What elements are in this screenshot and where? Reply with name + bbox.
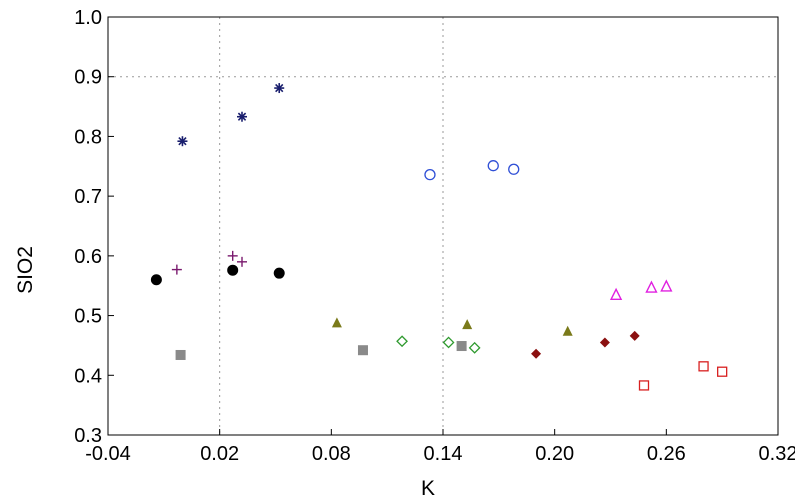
y-tick-label: 0.4 bbox=[74, 365, 102, 387]
data-point-plus-0 bbox=[171, 264, 182, 275]
y-tick-label: 0.8 bbox=[74, 126, 102, 148]
grid-layer bbox=[108, 17, 778, 435]
data-point-plus-1 bbox=[227, 250, 238, 261]
x-tick-label: 0.14 bbox=[424, 443, 463, 465]
y-tick-label: 0.9 bbox=[74, 67, 102, 89]
data-point-diamond-open-1 bbox=[442, 336, 455, 349]
y-axis-label: SIO2 bbox=[14, 246, 37, 294]
data-point-square-filled-2 bbox=[456, 341, 467, 352]
data-point-circle-filled-2 bbox=[273, 267, 285, 279]
data-point-triangle-filled-2 bbox=[562, 325, 573, 336]
data-point-diamond-filled-0 bbox=[531, 348, 542, 359]
data-point-circle-filled-0 bbox=[150, 274, 162, 286]
x-tick-label: -0.04 bbox=[85, 443, 131, 465]
ticks-layer: -0.04 0.02 0.08 0.14 0.20 0.26 0.32 0.3 0.4 0.5 0.… bbox=[74, 7, 795, 465]
data-point-diamond-open-0 bbox=[396, 335, 408, 348]
data-point-asterisk-2 bbox=[274, 83, 285, 94]
data-point-triangle-open-2 bbox=[660, 279, 673, 292]
data-point-circle-open-0 bbox=[424, 168, 436, 181]
y-tick-label: 0.5 bbox=[74, 306, 102, 328]
data-point-triangle-open-0 bbox=[609, 287, 623, 300]
x-tick-label: 0.02 bbox=[200, 443, 239, 465]
data-point-triangle-open-1 bbox=[645, 280, 658, 293]
data-point-asterisk-1 bbox=[237, 111, 247, 122]
data-point-circle-open-2 bbox=[508, 163, 520, 175]
data-point-square-filled-1 bbox=[357, 345, 368, 356]
x-tick-label: 0.08 bbox=[312, 443, 351, 465]
y-tick-label: 0.6 bbox=[74, 246, 102, 268]
data-point-square-open-1 bbox=[698, 361, 709, 372]
data-point-diamond-filled-1 bbox=[599, 337, 610, 348]
data-point-square-open-0 bbox=[638, 380, 650, 391]
y-tick-label: 1.0 bbox=[74, 7, 102, 29]
data-point-asterisk-0 bbox=[177, 136, 188, 147]
points-layer bbox=[150, 83, 728, 391]
x-tick-label: 0.26 bbox=[647, 443, 686, 465]
data-point-triangle-filled-0 bbox=[331, 317, 342, 328]
data-point-square-open-2 bbox=[717, 366, 728, 377]
data-point-square-filled-0 bbox=[175, 349, 186, 360]
data-point-triangle-filled-1 bbox=[462, 319, 473, 330]
data-point-plus-2 bbox=[237, 256, 247, 267]
y-tick-label: 0.3 bbox=[74, 425, 102, 447]
data-point-circle-open-1 bbox=[487, 160, 499, 172]
x-tick-label: 0.20 bbox=[535, 443, 574, 465]
x-axis-label: K bbox=[421, 477, 435, 500]
x-tick-label: 0.32 bbox=[759, 443, 795, 465]
data-point-circle-filled-1 bbox=[227, 264, 239, 276]
y-tick-label: 0.7 bbox=[74, 186, 102, 208]
data-point-diamond-filled-2 bbox=[629, 330, 640, 341]
data-point-diamond-open-2 bbox=[468, 341, 481, 354]
